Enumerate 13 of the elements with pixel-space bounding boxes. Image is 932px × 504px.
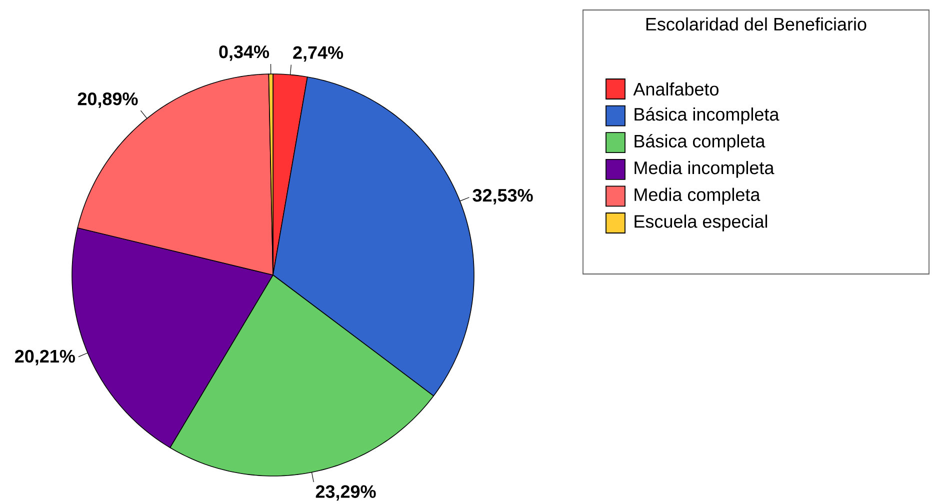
- legend-label: Escuela especial: [634, 214, 768, 232]
- legend-label: Media incompleta: [634, 161, 774, 178]
- data-label: 0,34%: [219, 45, 270, 61]
- legend-title: Escolaridad del Beneficiario: [646, 17, 866, 31]
- data-label: 2,74%: [293, 46, 344, 62]
- legend-label: Básica incompleta: [634, 107, 780, 124]
- data-label: 32,53%: [472, 188, 533, 204]
- legend-label: Analfabeto: [633, 82, 719, 96]
- data-label: 20,89%: [78, 92, 138, 108]
- legend-label: Básica completa: [634, 134, 766, 152]
- data-label: 20,21%: [15, 350, 75, 366]
- data-label: 23,29%: [316, 485, 376, 501]
- legend-label: Media completa: [634, 188, 760, 205]
